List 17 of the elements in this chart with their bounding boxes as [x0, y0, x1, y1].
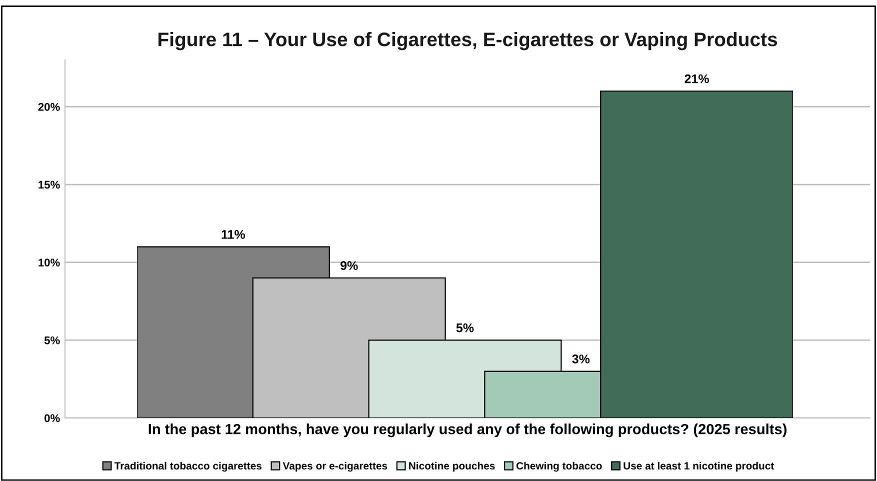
y-tick-label: 5%: [44, 336, 60, 344]
x-tick-label: Nicotine pouches: [409, 462, 495, 472]
data-label: 21%: [684, 74, 709, 84]
chart-title: Figure 11 – Your Use of Cigarettes, E-cigarettes or Vaping Products: [158, 32, 778, 50]
y-tick-label: 10%: [38, 258, 60, 266]
x-axis-title: In the past 12 months, have you regularly used any of the following products? (2025 results): [148, 424, 786, 438]
data-label: 5%: [456, 323, 474, 332]
data-label: 3%: [572, 354, 590, 364]
y-tick-label: 0%: [44, 414, 60, 422]
y-tick-label: 15%: [38, 180, 60, 189]
data-label: 9%: [340, 261, 358, 270]
x-tick-label: Traditional tobacco cigarettes: [114, 462, 262, 472]
y-tick-label: 20%: [38, 102, 60, 111]
x-tick-label: Chewing tobacco: [516, 462, 602, 472]
x-tick-label: Vapes or e-cigarettes: [282, 462, 388, 472]
data-label: 11%: [222, 230, 246, 239]
x-tick-label: Use at least 1 nicotine product: [624, 462, 774, 472]
